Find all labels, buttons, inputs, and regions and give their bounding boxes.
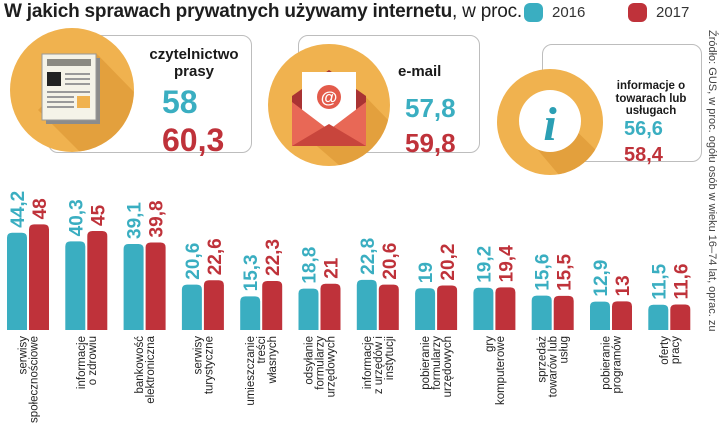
bar-2017-7: [437, 285, 458, 330]
source-note: Źródło: GUS, w proc. ogółu osób w wieku …: [706, 30, 718, 332]
legend-label-2017: 2017: [656, 4, 690, 21]
category-label-8: grykomputerowe: [484, 336, 507, 405]
bar-2017-5: [320, 283, 341, 330]
bar-2017-11: [670, 304, 691, 330]
bar-value-label-2017-9: 15,5: [555, 253, 576, 290]
legend-item-2017: 2017: [628, 3, 689, 22]
bar-value-label-2016-11: 11,5: [649, 263, 670, 299]
card-email-2017: 59,8: [405, 128, 456, 158]
press-circle: [10, 28, 134, 152]
category-label-10: pobieranieprogramów: [601, 335, 624, 393]
category-label-11: ofertypracy: [659, 336, 682, 365]
legend-label-2016: 2016: [552, 4, 586, 21]
bar-value-label-2016-0: 44,2: [8, 191, 29, 228]
bar-2017-9: [553, 295, 574, 330]
card-email-label: e-mail: [398, 63, 442, 80]
chart-title-unit: , w proc.: [452, 1, 522, 22]
bar-2016-6: [356, 279, 377, 330]
bar-2017-3: [203, 280, 224, 330]
bar-value-label-2017-2: 39,8: [147, 200, 168, 237]
category-label-4: umieszczanietreściwłasnych: [245, 336, 279, 406]
card-info-2016: 56,6: [624, 118, 663, 140]
category-label-0: serwisyspołecznościowe: [18, 336, 41, 423]
card-press-2016: 58: [162, 84, 198, 120]
chart-title-main: W jakich sprawach prywatnych używamy int…: [4, 1, 452, 22]
bar-value-label-2017-7: 20,2: [438, 244, 459, 281]
bar-2017-4: [262, 280, 283, 330]
bar-2017-10: [612, 301, 632, 330]
bar-2017-1: [87, 231, 108, 330]
bar-value-label-2017-11: 11,6: [671, 264, 692, 300]
bar-2016-11: [648, 304, 669, 330]
bar-2016-7: [415, 288, 436, 330]
svg-text:@: @: [321, 88, 338, 107]
bar-2016-8: [473, 287, 494, 330]
info-icon: i: [519, 90, 603, 175]
newspaper-icon: [38, 53, 134, 152]
bar-2017-2: [145, 242, 166, 330]
email-circle: @: [268, 44, 390, 166]
card-info-2017: 58,4: [624, 144, 663, 166]
bar-value-label-2017-10: 13: [613, 275, 634, 296]
bar-value-label-2016-5: 18,8: [300, 247, 321, 284]
info-circle: i: [497, 69, 603, 175]
card-press-label: czytelnictwo prasy: [149, 46, 239, 80]
card-email-2016: 57,8: [405, 93, 456, 123]
bar-value-label-2017-3: 22,6: [205, 238, 226, 275]
chart-title: W jakich sprawach prywatnych używamy int…: [4, 1, 522, 23]
legend-item-2016: 2016: [524, 3, 585, 22]
bar-value-label-2016-2: 39,1: [125, 202, 146, 239]
category-label-1: informacjeo zdrowiu: [76, 336, 99, 389]
bar-2016-0: [7, 232, 27, 330]
bar-2017-6: [378, 284, 399, 330]
bar-2016-1: [65, 241, 86, 330]
bar-2016-5: [298, 288, 319, 330]
bar-value-label-2017-4: 22,3: [263, 239, 284, 276]
category-label-3: serwisyturystyczne: [192, 336, 215, 394]
bar-value-label-2017-0: 48: [30, 198, 51, 219]
category-label-7: pobieranieformularzyurzędowych: [420, 336, 454, 398]
bar-value-label-2016-4: 15,3: [241, 254, 262, 291]
bar-2017-8: [495, 287, 516, 330]
bar-2017-0: [29, 224, 49, 330]
legend-swatch-2017: [628, 3, 647, 22]
bar-value-label-2016-8: 19,2: [474, 246, 495, 283]
bar-value-label-2016-9: 15,6: [533, 254, 554, 291]
category-label-6: informacjez urzędów iinstytucji: [362, 336, 396, 394]
card-press-2017: 60,3: [162, 122, 225, 158]
bar-value-label-2017-1: 45: [88, 204, 109, 226]
bar-value-label-2017-5: 21: [322, 257, 343, 279]
bar-value-label-2016-7: 19: [416, 262, 437, 283]
bar-value-label-2016-10: 12,9: [591, 260, 612, 297]
bar-2016-3: [181, 284, 202, 330]
bar-2016-2: [123, 243, 144, 330]
bar-value-label-2017-8: 19,4: [496, 245, 517, 282]
svg-text:i: i: [543, 98, 557, 151]
card-info-label: informacje o towarach lub usługach: [615, 80, 687, 118]
category-label-9: sprzedażtowarów lubusług: [537, 336, 571, 398]
category-label-2: bankowośćelektroniczna: [134, 335, 157, 403]
category-label-5: odsyłanieformularzyurzędowych: [304, 336, 338, 398]
bar-2016-10: [590, 301, 610, 330]
bar-value-label-2016-3: 20,6: [183, 243, 204, 280]
bar-2016-9: [531, 295, 552, 330]
bar-value-label-2016-6: 22,8: [358, 238, 379, 275]
envelope-icon: @: [292, 70, 390, 166]
legend-swatch-2016: [524, 3, 543, 22]
bar-2016-4: [240, 296, 261, 330]
bar-value-label-2016-1: 40,3: [66, 199, 87, 236]
bar-value-label-2017-6: 20,6: [380, 243, 401, 280]
